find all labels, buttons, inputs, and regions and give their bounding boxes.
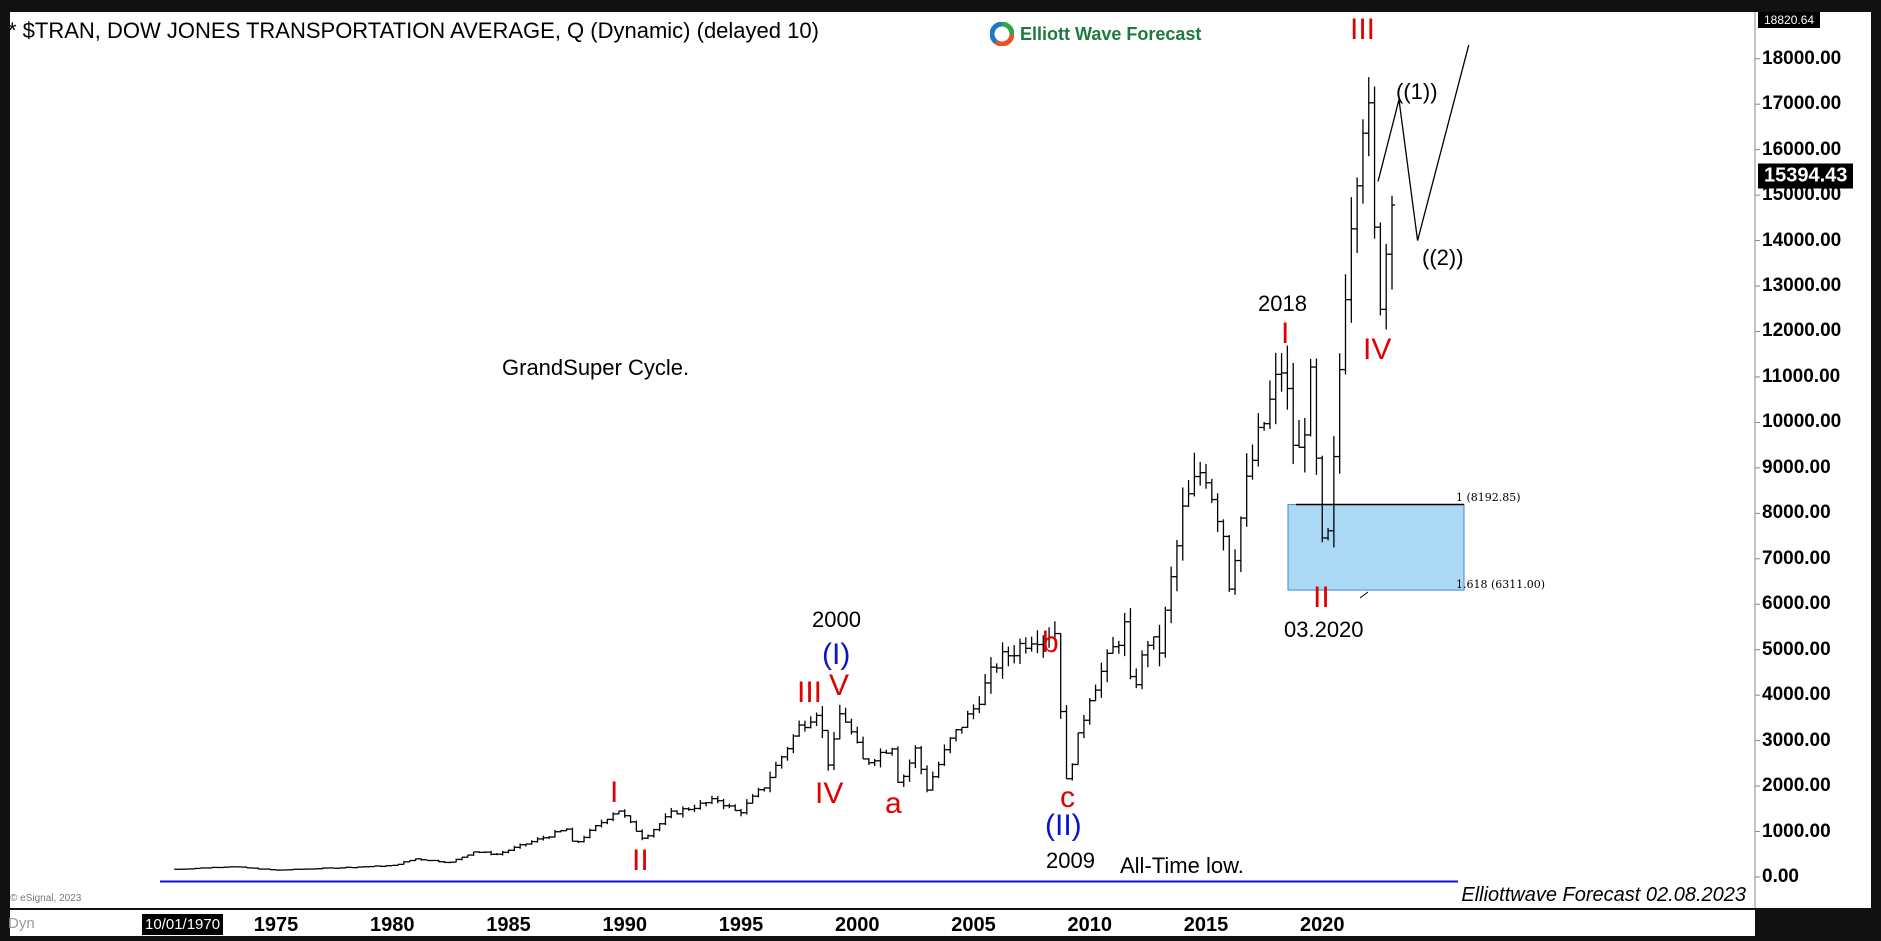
y-tick-label: 14000.00 (1762, 229, 1842, 251)
x-tick-label: 1985 (486, 914, 531, 936)
y-tick-label: 13000.00 (1762, 275, 1842, 297)
wave-I-2018: I (1281, 317, 1290, 350)
y-tick-label: 16000.00 (1762, 138, 1842, 160)
dyn-label[interactable]: Dyn (8, 915, 35, 932)
y-tick-label: 15000.00 (1762, 184, 1842, 206)
wave-III-1998: III (797, 676, 823, 709)
logo-text: Elliott Wave Forecast (1020, 23, 1202, 44)
fib-level-1618: 1.618 (6311.00) (1456, 578, 1546, 591)
plot-area[interactable] (10, 12, 1871, 908)
signature: Elliottwave Forecast 02.08.2023 (1461, 884, 1746, 906)
wave-2-projection: ((2)) (1422, 245, 1464, 270)
projection-path (1377, 44, 1470, 241)
fibonacci-extension-zone (1287, 504, 1465, 591)
x-tick-label: 2010 (1067, 914, 1113, 936)
x-tick-label: 1980 (370, 914, 415, 936)
wave-II-2020: II (1313, 581, 1330, 614)
y-tick-label: 1000.00 (1762, 820, 1831, 842)
year-2000-label: 2000 (812, 607, 861, 632)
start-date-tag: 10/01/1970 (142, 914, 224, 935)
y-tick-label: 3000.00 (1762, 729, 1831, 751)
wave-c: c (1060, 781, 1075, 814)
x-tick-label: 2020 (1300, 914, 1345, 936)
y-tick-label: 12000.00 (1762, 320, 1842, 342)
x-tick-label: 1975 (253, 914, 299, 936)
y-tick-label: 2000.00 (1762, 775, 1831, 797)
x-tick-label: 1990 (602, 914, 648, 936)
wave-b: b (1042, 626, 1059, 659)
cycle-I-label: (I) (822, 638, 851, 671)
fib-handle (1359, 591, 1369, 599)
wave-IV-2022: IV (1363, 333, 1392, 366)
time-axis[interactable]: 1975 1980 1985 1990 1995 2000 2005 2010 2015 2020 (10, 910, 1755, 936)
fib-level-1: 1 (8192.85) (1456, 491, 1521, 504)
high-price-tag: 18820.64 (1758, 12, 1821, 28)
wave-V-1999: V (829, 669, 850, 702)
x-tick-label: 2015 (1183, 914, 1229, 936)
wave-IV-1998: IV (815, 777, 844, 810)
y-tick-label: 18000.00 (1762, 47, 1842, 69)
date-03-2020-label: 03.2020 (1284, 617, 1364, 642)
y-tick-label: 17000.00 (1762, 93, 1842, 115)
y-tick-label: 7000.00 (1762, 547, 1831, 569)
wave-I-1990: I (610, 776, 619, 809)
x-tick-label: 2000 (835, 914, 880, 936)
year-2018-label: 2018 (1258, 291, 1307, 316)
wave-II-1991: II (632, 844, 649, 877)
all-time-low-label: All-Time low. (1120, 853, 1244, 878)
y-tick-label: 8000.00 (1762, 502, 1831, 524)
y-tick-label: 5000.00 (1762, 638, 1831, 660)
y-tick-label: 6000.00 (1762, 593, 1831, 615)
y-tick-label: 9000.00 (1762, 456, 1831, 478)
logo: Elliott Wave Forecast (990, 22, 1201, 46)
grandsuper-cycle-label: GrandSuper Cycle. (502, 355, 690, 380)
y-tick-label: 10000.00 (1762, 411, 1842, 433)
last-price-tag: 15394.43 (1758, 163, 1854, 189)
year-2009-label: 2009 (1046, 848, 1095, 873)
x-tick-label: 2005 (951, 914, 996, 936)
y-tick-label: 4000.00 (1762, 684, 1831, 706)
wave-III-2021: III (1350, 13, 1376, 46)
copyright: © eSignal, 2023 (10, 893, 82, 904)
chart-title: * $TRAN, DOW JONES TRANSPORTATION AVERAG… (8, 18, 819, 43)
x-tick-label: 1995 (718, 914, 764, 936)
wave-1-projection: ((1)) (1396, 79, 1438, 104)
cycle-II-label: (II) (1045, 809, 1082, 842)
y-tick-label: 11000.00 (1762, 365, 1841, 387)
y-tick-label: 0.00 (1762, 866, 1799, 887)
wave-a: a (885, 787, 902, 820)
logo-icon (990, 22, 1014, 46)
